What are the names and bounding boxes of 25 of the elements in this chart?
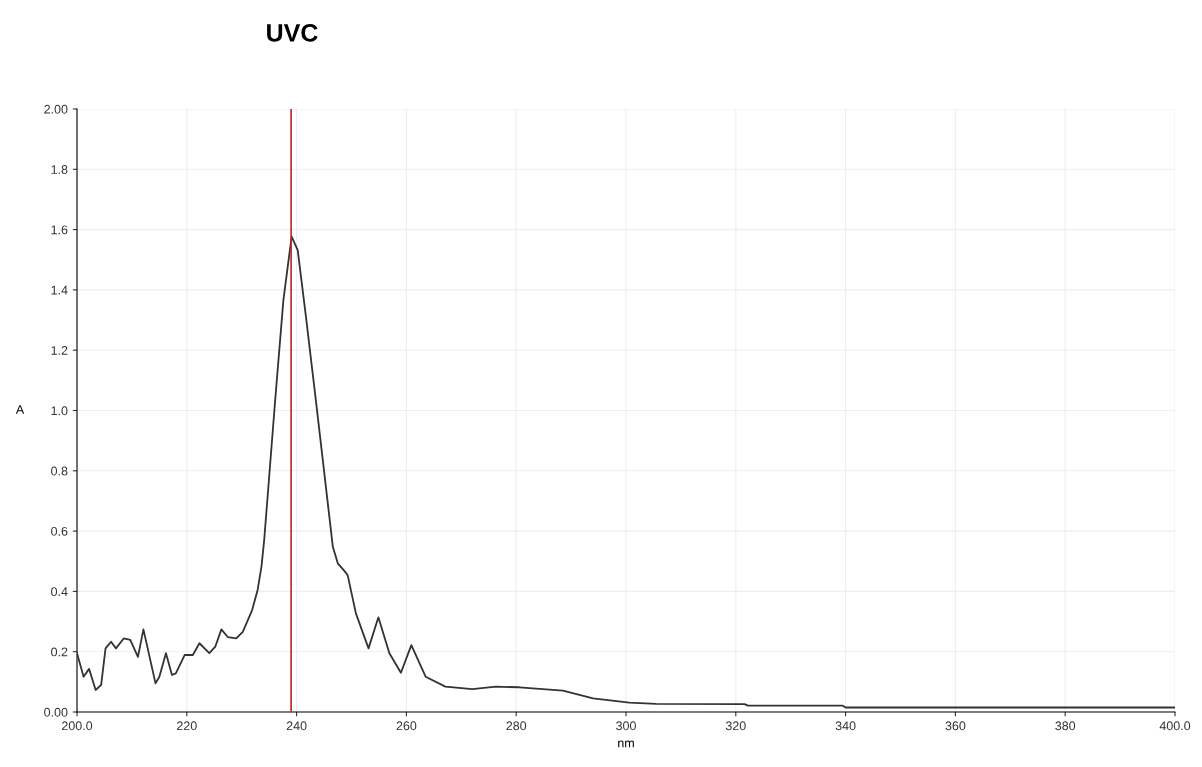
- y-tick-label: 1.2: [51, 346, 68, 355]
- x-tick-label: 400.0: [1159, 721, 1191, 731]
- x-tick-label: 300: [616, 721, 636, 731]
- x-tick-label: 360: [945, 721, 966, 731]
- x-tick-label: 380: [1055, 721, 1076, 731]
- y-tick-label: 0.00: [44, 707, 68, 717]
- y-tick-label: 1.0: [51, 406, 68, 416]
- x-tick-label: 200.0: [61, 721, 93, 731]
- y-tick-label: 2.00: [44, 104, 68, 114]
- y-tick-label: 0.4: [51, 587, 68, 597]
- y-tick-label: 0.8: [51, 466, 68, 476]
- y-tick-label: 1.8: [51, 165, 68, 174]
- x-tick-label: 340: [835, 721, 856, 731]
- chart-title: UVC: [267, 24, 318, 42]
- x-axis-title: nm: [618, 740, 634, 748]
- x-tick-label: 240: [286, 721, 307, 731]
- y-tick-label: 1.4: [51, 285, 68, 295]
- y-axis-title: A: [15, 405, 25, 414]
- y-tick-label: 0.2: [51, 647, 68, 657]
- x-tick-label: 280: [506, 721, 527, 731]
- x-tick-label: 320: [725, 721, 746, 731]
- y-tick-label: 1.6: [51, 225, 68, 235]
- x-tick-label: 220: [177, 721, 197, 731]
- x-tick-label: 260: [396, 721, 417, 731]
- y-tick-label: 0.6: [51, 526, 68, 536]
